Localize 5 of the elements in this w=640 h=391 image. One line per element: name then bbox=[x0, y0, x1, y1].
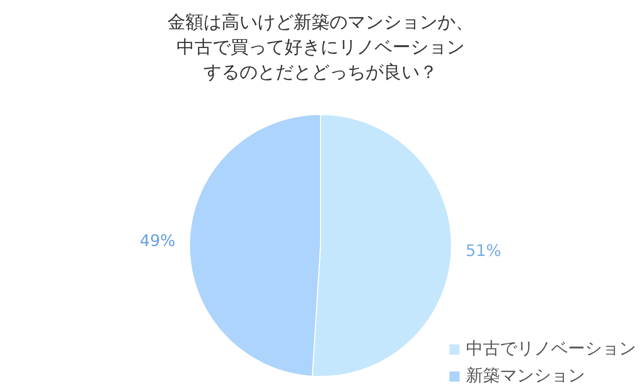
chart-title: 金額は高いけど新築のマンションか、中古で買って好きにリノベーションするのとだとどっちが良い？ bbox=[168, 12, 474, 83]
data-label: 51% bbox=[466, 241, 502, 260]
legend-label: 中古でリノベーション bbox=[466, 338, 636, 360]
legend-label: 新築マンション bbox=[466, 365, 585, 387]
data-label: 49% bbox=[140, 230, 176, 250]
